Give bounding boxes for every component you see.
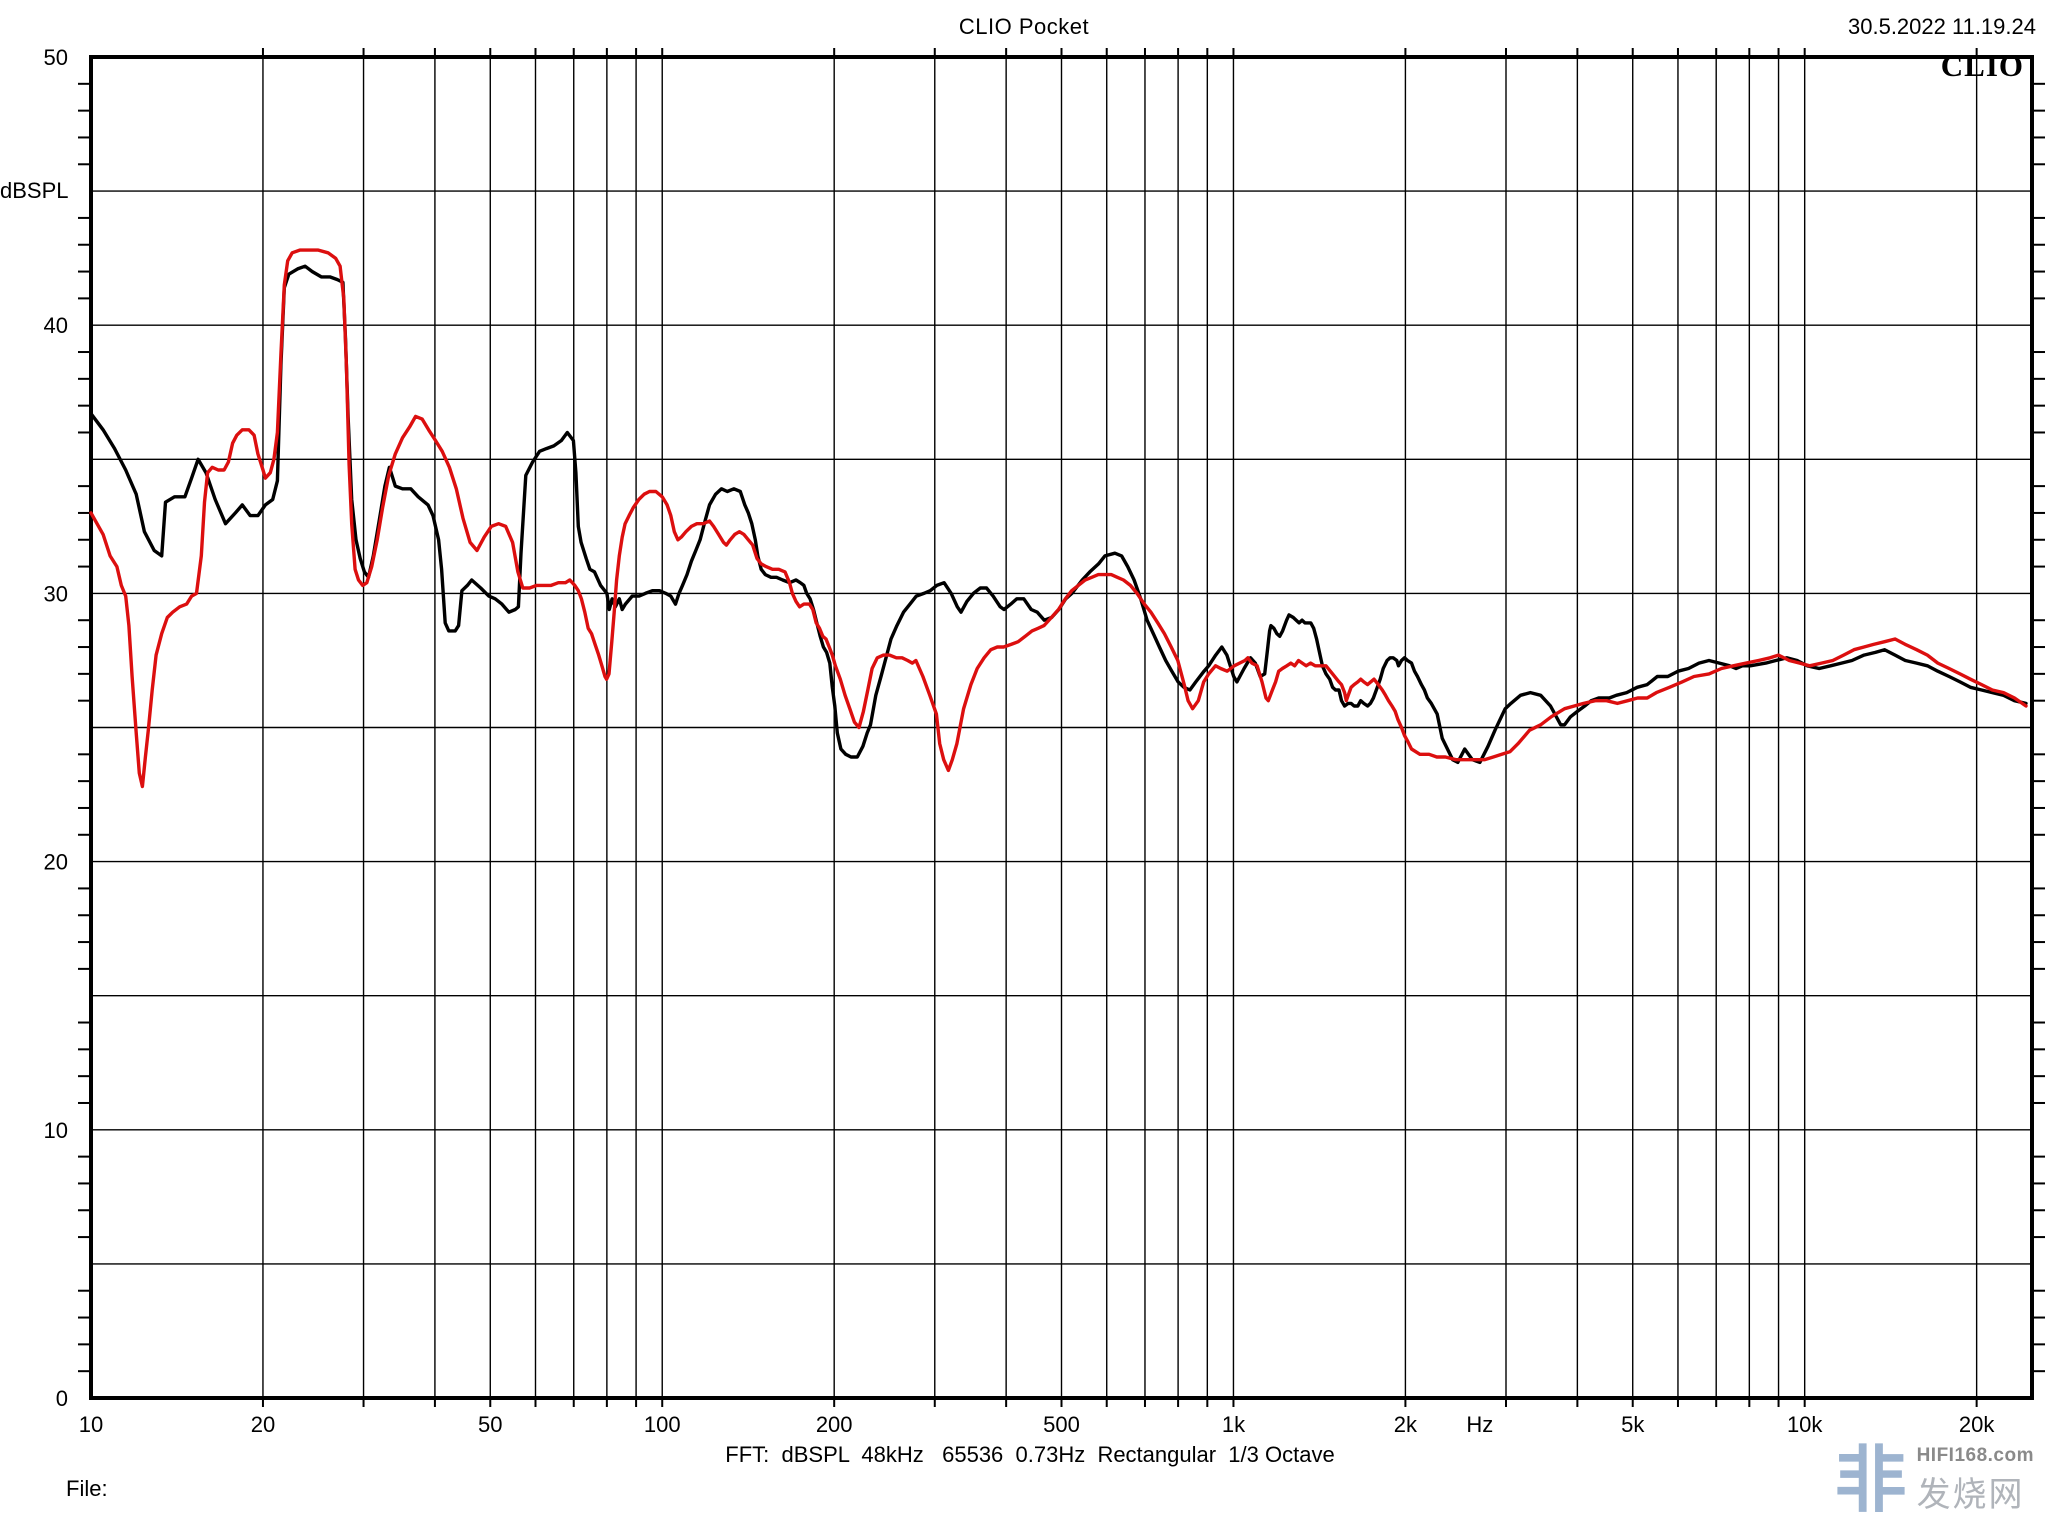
- plot-border: [89, 55, 2034, 1400]
- x-tick-label: 100: [644, 1412, 681, 1437]
- file-label: File:: [66, 1476, 108, 1501]
- x-tick-label: 5k: [1621, 1412, 1645, 1437]
- measurement-datetime: 30.5.2022 11.19.24: [1848, 14, 2036, 39]
- y-tick-label: 30: [44, 581, 68, 606]
- x-tick-label: 10: [79, 1412, 103, 1437]
- watermark: 非 HIFI168.com 发烧网: [1835, 1444, 2034, 1516]
- x-tick-label: Hz: [1466, 1412, 1493, 1437]
- fft-status-line: FFT: dBSPL 48kHz 65536 0.73Hz Rectangula…: [725, 1442, 1335, 1467]
- y-tick-label: 40: [44, 313, 68, 338]
- x-tick-label: 500: [1043, 1412, 1080, 1437]
- x-tick-label: 20: [251, 1412, 275, 1437]
- x-tick-label: 2k: [1394, 1412, 1418, 1437]
- chart-title: CLIO Pocket: [958, 14, 1090, 39]
- y-tick-label: 0: [56, 1386, 68, 1411]
- x-tick-label: 10k: [1787, 1412, 1823, 1437]
- red-curve: [89, 248, 2028, 789]
- x-tick-label: 50: [478, 1412, 502, 1437]
- y-tick-label: 20: [44, 850, 68, 875]
- watermark-logo-icon: 非: [1834, 1438, 1907, 1522]
- watermark-site-text: HIFI168.com: [1916, 1444, 2034, 1466]
- watermark-site-cn-text: 发烧网: [1916, 1475, 2025, 1514]
- clio-brand-logo: CLIO: [1940, 48, 2024, 83]
- y-axis-unit-label: dBSPL: [0, 178, 69, 204]
- x-tick-label: 1k: [1222, 1412, 1246, 1437]
- black-curve: [89, 264, 2028, 765]
- x-tick-label: 200: [816, 1412, 853, 1437]
- x-tick-label: 20k: [1959, 1412, 1995, 1437]
- y-tick-label: 50: [44, 45, 68, 70]
- y-tick-label: 10: [44, 1118, 68, 1143]
